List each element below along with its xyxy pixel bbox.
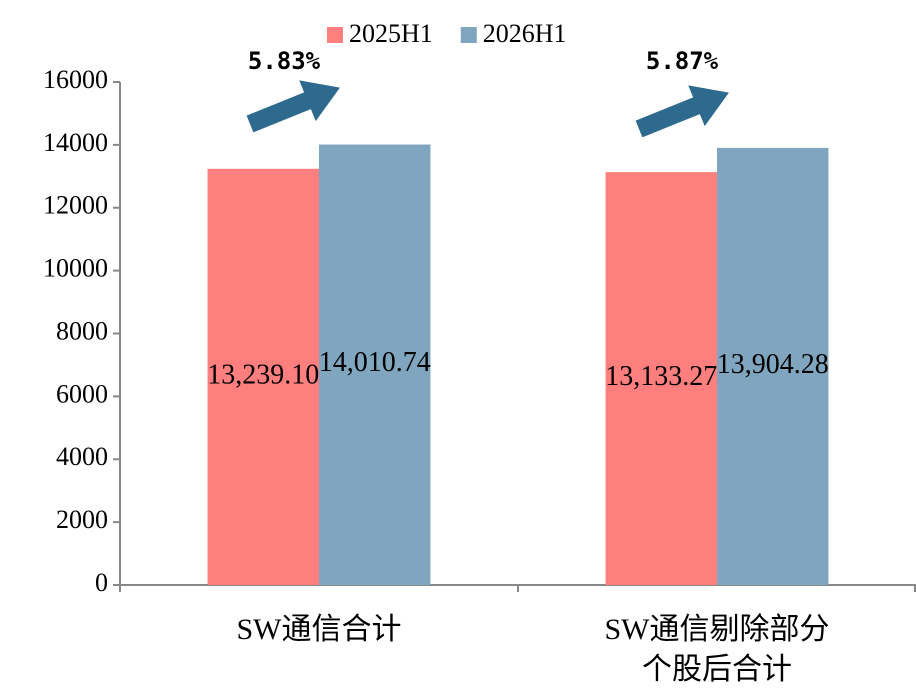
value-label: 13,239.10 [207,359,319,390]
bar [207,168,319,586]
y-tick-label: 14000 [43,128,108,157]
y-tick-label: 6000 [56,379,108,408]
value-label: 13,133.27 [605,361,717,392]
y-tick-label: 4000 [56,442,108,471]
y-tick-label: 10000 [43,254,108,283]
y-tick-label: 0 [95,568,108,597]
bar [319,144,431,586]
bar [605,172,717,586]
y-tick-label: 2000 [56,505,108,534]
y-tick-label: 12000 [43,191,108,220]
x-tick-label: SW通信剔除部分个股后合计 [604,613,830,686]
growth-arrow [246,80,340,133]
arrow-shape [635,85,729,138]
legend-label: 2026H1 [483,19,567,48]
growth-arrow [635,85,729,138]
y-tick-label: 16000 [43,65,108,94]
annotation: 5.83% [248,47,321,75]
legend-swatch [327,27,343,43]
x-tick-label: SW通信合计 [236,613,402,646]
legend-label: 2025H1 [349,19,433,48]
value-label: 14,010.74 [319,347,431,378]
legend-swatch [460,27,477,43]
arrow-shape [246,80,340,133]
value-label: 13,904.28 [717,349,829,380]
y-tick-label: 8000 [56,316,108,345]
bar [717,147,829,585]
annotation: 5.87% [646,47,719,75]
